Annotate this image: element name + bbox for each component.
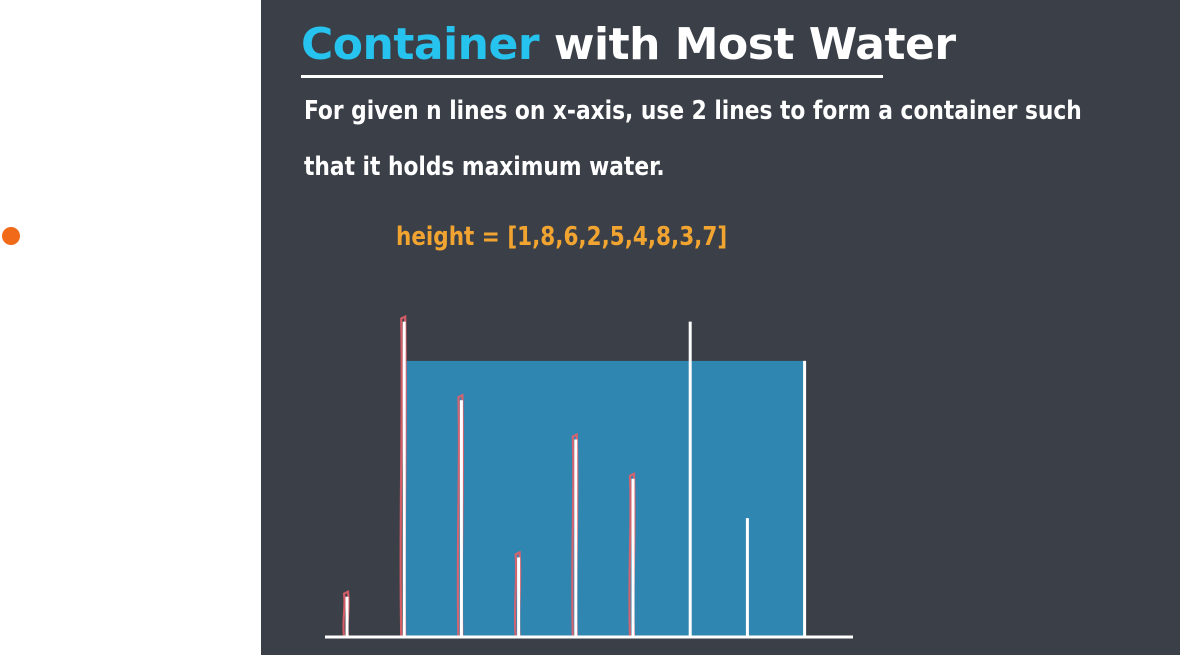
title-rest: with Most Water: [539, 19, 956, 70]
title-underline: [301, 75, 883, 78]
description-line-1: For given n lines on x-axis, use 2 lines…: [304, 96, 1082, 126]
title-accent: Container: [301, 19, 540, 70]
array-label: height = [1,8,6,2,5,4,8,3,7]: [396, 222, 728, 252]
description-line-2: that it holds maximum water.: [304, 152, 665, 182]
slide: Container with Most Water For given n li…: [261, 0, 1180, 655]
container-diagram: [325, 314, 853, 639]
pointer-dot: [2, 227, 20, 245]
left-panel: [0, 0, 261, 655]
water-area: [404, 360, 805, 636]
slide-title: Container with Most Water: [301, 16, 956, 74]
